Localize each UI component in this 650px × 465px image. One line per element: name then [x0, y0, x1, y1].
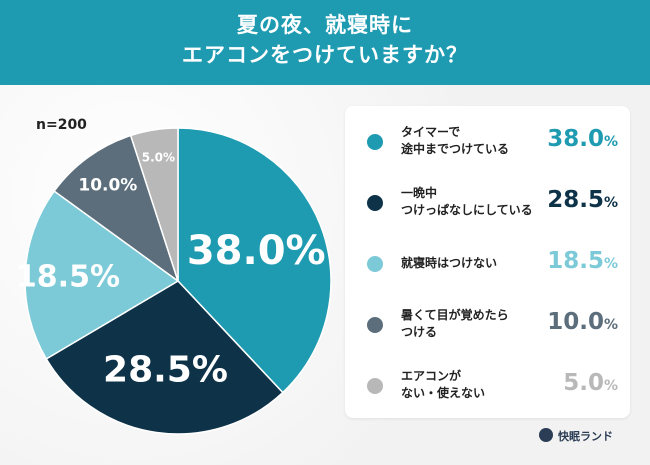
brand-name: 快眠ランド [558, 430, 613, 443]
legend-value-percent: % [603, 378, 618, 394]
legend-dot [367, 378, 383, 394]
legend-value: 28.5% [547, 187, 618, 213]
legend-item-3: 就寝時はつけない 18.5% [345, 238, 630, 290]
legend-value: 18.5% [547, 248, 618, 274]
legend-value-percent: % [603, 195, 618, 211]
legend-label: 就寝時はつけない [401, 255, 551, 272]
legend-label-line2: つけっぱなしにしている [401, 203, 533, 217]
legend-label-line1: エアコンが [401, 369, 462, 383]
legend-label: 一晩中つけっぱなしにしている [401, 185, 551, 219]
legend-label-line1: 一晩中 [401, 186, 438, 200]
pie-slice-3 [24, 190, 180, 360]
slice-label-4: 10.0% [78, 175, 137, 195]
legend-item-1: タイマーで 途中までつけている 38.0% [345, 116, 630, 168]
pie-slice-1 [177, 127, 332, 394]
sample-size-label: n=200 [36, 117, 87, 133]
pie-chart: 38.0% 28.5% 18.5% 10.0% 5.0% [16, 127, 332, 435]
legend-value-percent: % [603, 256, 618, 272]
legend-card: タイマーで 途中までつけている 38.0% 一晩中 つけっぱなしにしている 28.5% 就寝… [345, 106, 630, 418]
pie-slice-5 [129, 127, 179, 282]
pie-slice-4 [53, 134, 180, 283]
slice-label-1: 38.0% [187, 228, 326, 274]
moon-logo-icon [539, 428, 553, 442]
legend-value-number: 28.5 [547, 187, 604, 213]
header-banner: 夏の夜、就寝時に エアコンをつけていますか？ [0, 0, 650, 85]
legend-value-number: 38.0 [547, 126, 604, 152]
legend-item-4: 暑くて目が覚めたら つける 10.0% [345, 299, 630, 351]
legend-label-line2: ない・使えない [401, 386, 486, 400]
chart-title-line2: エアコンをつけていますか？ [182, 43, 468, 67]
pie-slice-2 [45, 280, 284, 435]
legend-value-number: 10.0 [547, 309, 604, 335]
slice-label-5: 5.0% [142, 150, 175, 164]
legend-dot [367, 134, 383, 150]
legend-dot [367, 195, 383, 211]
legend-item-2: 一晩中 つけっぱなしにしている 28.5% [345, 177, 630, 229]
legend-item-5: エアコンがない・使えない 5.0% [345, 360, 630, 412]
legend-value-percent: % [603, 134, 618, 150]
legend-label-line2: 途中までつけている [401, 142, 510, 156]
legend-label-line1: タイマーで [401, 125, 461, 139]
legend-label-line1: 暑くて目が覚めたら [401, 308, 509, 322]
legend-label: タイマーで途中までつけている [401, 124, 551, 158]
legend-dot [367, 317, 383, 333]
slice-label-3: 18.5% [16, 259, 120, 294]
legend-value: 5.0% [563, 370, 618, 396]
legend-value: 10.0% [547, 309, 618, 335]
legend-label-line1: 就寝時はつけない [401, 256, 498, 270]
legend-value: 38.0% [547, 126, 618, 152]
slice-label-2: 28.5% [103, 349, 228, 390]
legend-label: 暑くて目が覚めたら つける [401, 307, 551, 341]
legend-label: エアコンがない・使えない [401, 368, 551, 402]
legend-value-number: 18.5 [547, 248, 604, 274]
legend-label-line2: つける [401, 325, 438, 339]
legend-value-percent: % [603, 317, 618, 333]
chart-title-line1: 夏の夜、就寝時に [237, 13, 413, 37]
legend-value-number: 5.0 [563, 370, 604, 396]
legend-dot [367, 256, 383, 272]
